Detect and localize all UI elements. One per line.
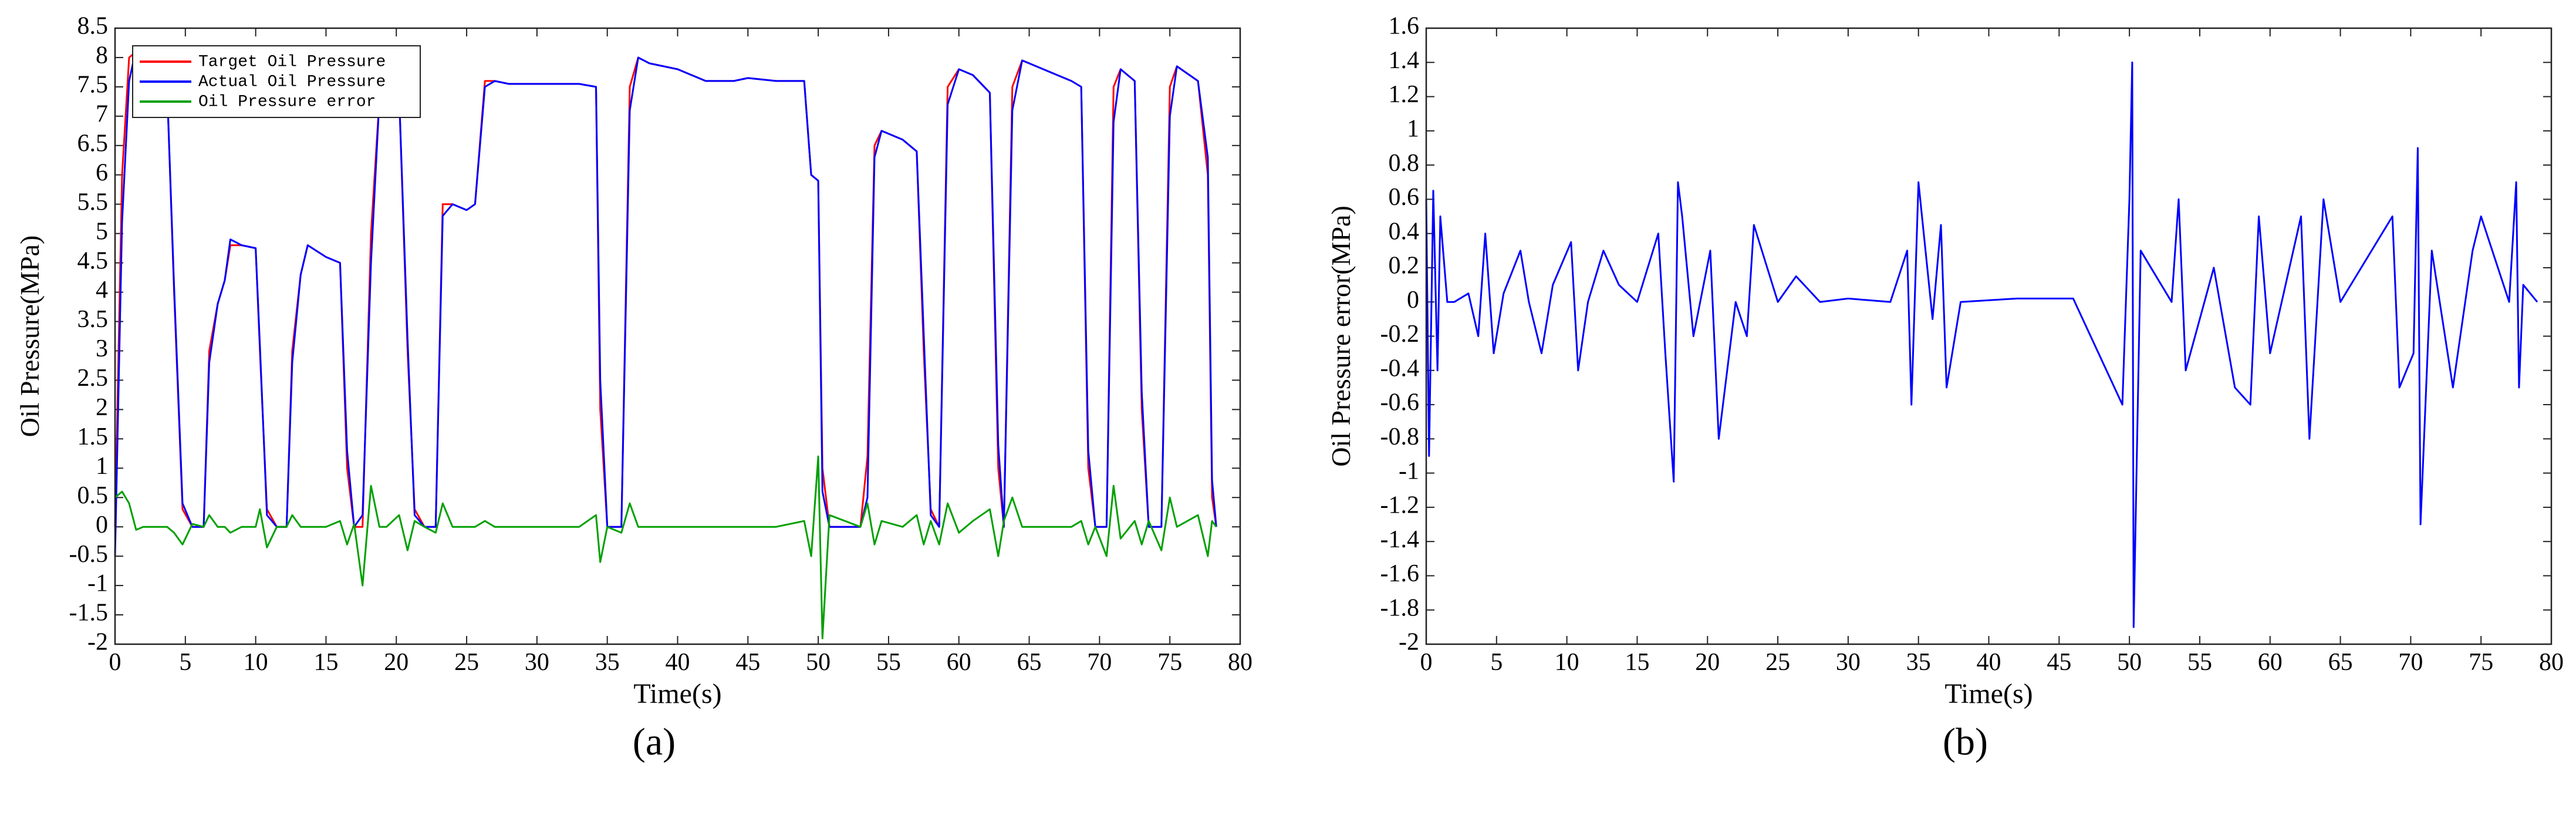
x-tick-label: 50	[806, 649, 830, 676]
y-tick-label: 4.5	[77, 247, 109, 274]
x-tick-label: 40	[666, 649, 690, 676]
legend-label: Actual Oil Pressure	[198, 73, 386, 91]
y-tick-label: -0.5	[69, 541, 109, 568]
x-tick-label: 75	[2469, 649, 2493, 676]
y-tick-label: 0	[1407, 287, 1419, 314]
y-tick-label: 5	[96, 218, 108, 245]
y-tick-label: -0.2	[1380, 321, 1420, 348]
y-tick-label: -2	[1399, 629, 1419, 656]
x-tick-label: 65	[2328, 649, 2353, 676]
x-tick-label: 5	[179, 649, 191, 676]
y-tick-label: 1.5	[77, 423, 109, 450]
y-tick-label: 3.5	[77, 306, 109, 333]
x-tick-label: 10	[1555, 649, 1579, 676]
legend-label: Oil Pressure error	[198, 93, 376, 111]
panel-caption: (a)	[633, 721, 676, 763]
y-tick-label: 7.5	[77, 72, 109, 99]
data-line	[114, 455, 1217, 639]
x-tick-label: 5	[1490, 649, 1503, 676]
x-tick-label: 30	[1836, 649, 1861, 676]
x-tick-label: 35	[1906, 649, 1931, 676]
x-tick-label: 0	[109, 649, 121, 676]
y-tick-label: -1	[87, 570, 108, 597]
y-tick-label: 2.5	[77, 365, 109, 392]
legend-label: Target Oil Pressure	[198, 53, 386, 71]
y-tick-label: -1.4	[1380, 526, 1420, 553]
y-tick-label: 5.5	[77, 188, 109, 216]
x-tick-label: 10	[244, 649, 268, 676]
y-tick-label: 1.2	[1389, 81, 1420, 108]
x-tick-label: 20	[1695, 649, 1720, 676]
data-line	[114, 48, 1217, 557]
y-tick-label: 0.6	[1389, 184, 1420, 211]
panel-caption: (b)	[1943, 721, 1988, 763]
x-tick-label: 70	[1087, 649, 1112, 676]
y-tick-label: 1.4	[1389, 47, 1420, 74]
y-tick-label: 1.6	[1389, 13, 1420, 40]
y-axis-label: Oil Pressure(MPa)	[15, 235, 45, 437]
y-tick-label: -0.8	[1380, 423, 1420, 450]
plot-area	[115, 28, 1240, 644]
x-tick-label: 30	[525, 649, 549, 676]
y-tick-label: 0.2	[1389, 253, 1420, 280]
y-tick-label: -1	[1399, 457, 1419, 484]
y-tick-label: 8.5	[77, 13, 109, 40]
x-axis-label: Time(s)	[1944, 678, 2033, 709]
y-tick-label: 2	[96, 394, 108, 421]
y-tick-label: -0.4	[1380, 355, 1420, 382]
x-tick-label: 80	[2539, 649, 2564, 676]
x-tick-label: 15	[1625, 649, 1649, 676]
y-tick-label: 8	[96, 42, 108, 69]
y-tick-label: -1.2	[1380, 492, 1420, 519]
data-line	[1425, 61, 2538, 628]
y-tick-label: -0.6	[1380, 389, 1420, 416]
y-tick-label: 6.5	[77, 130, 109, 157]
x-tick-label: 15	[313, 649, 338, 676]
x-tick-label: 55	[876, 649, 901, 676]
x-tick-label: 55	[2187, 649, 2212, 676]
x-tick-label: 40	[1977, 649, 2001, 676]
x-tick-label: 70	[2398, 649, 2423, 676]
x-tick-label: 80	[1228, 649, 1252, 676]
y-tick-label: 1	[1407, 115, 1419, 142]
y-tick-label: 0	[96, 511, 108, 538]
x-tick-label: 35	[595, 649, 620, 676]
y-tick-label: -1.5	[69, 600, 109, 627]
plot-area	[1426, 28, 2551, 644]
plot-frame	[1425, 27, 2553, 645]
y-tick-label: 0.5	[77, 482, 109, 509]
x-tick-label: 25	[1765, 649, 1790, 676]
x-tick-label: 60	[2258, 649, 2283, 676]
x-tick-label: 0	[1420, 649, 1433, 676]
y-tick-label: 3	[96, 335, 108, 362]
y-tick-label: 1	[96, 453, 108, 480]
x-tick-label: 60	[947, 649, 971, 676]
plot-frame	[114, 27, 1241, 645]
y-tick-label: 7	[96, 100, 108, 127]
y-tick-label: 0.4	[1389, 218, 1420, 245]
y-tick-label: 4	[96, 277, 108, 304]
x-tick-label: 75	[1157, 649, 1182, 676]
y-tick-label: -2	[87, 629, 108, 656]
y-tick-label: 0.8	[1389, 150, 1420, 177]
x-tick-label: 45	[735, 649, 760, 676]
x-tick-label: 65	[1017, 649, 1042, 676]
y-tick-label: 6	[96, 159, 108, 186]
x-axis-label: Time(s)	[633, 678, 721, 709]
x-tick-label: 25	[454, 649, 479, 676]
y-tick-label: -1.8	[1380, 594, 1420, 621]
x-tick-label: 45	[2047, 649, 2071, 676]
x-tick-label: 20	[384, 649, 408, 676]
x-tick-label: 50	[2117, 649, 2142, 676]
y-axis-label: Oil Pressure error(MPa)	[1326, 206, 1356, 467]
y-tick-label: -1.6	[1380, 560, 1420, 587]
